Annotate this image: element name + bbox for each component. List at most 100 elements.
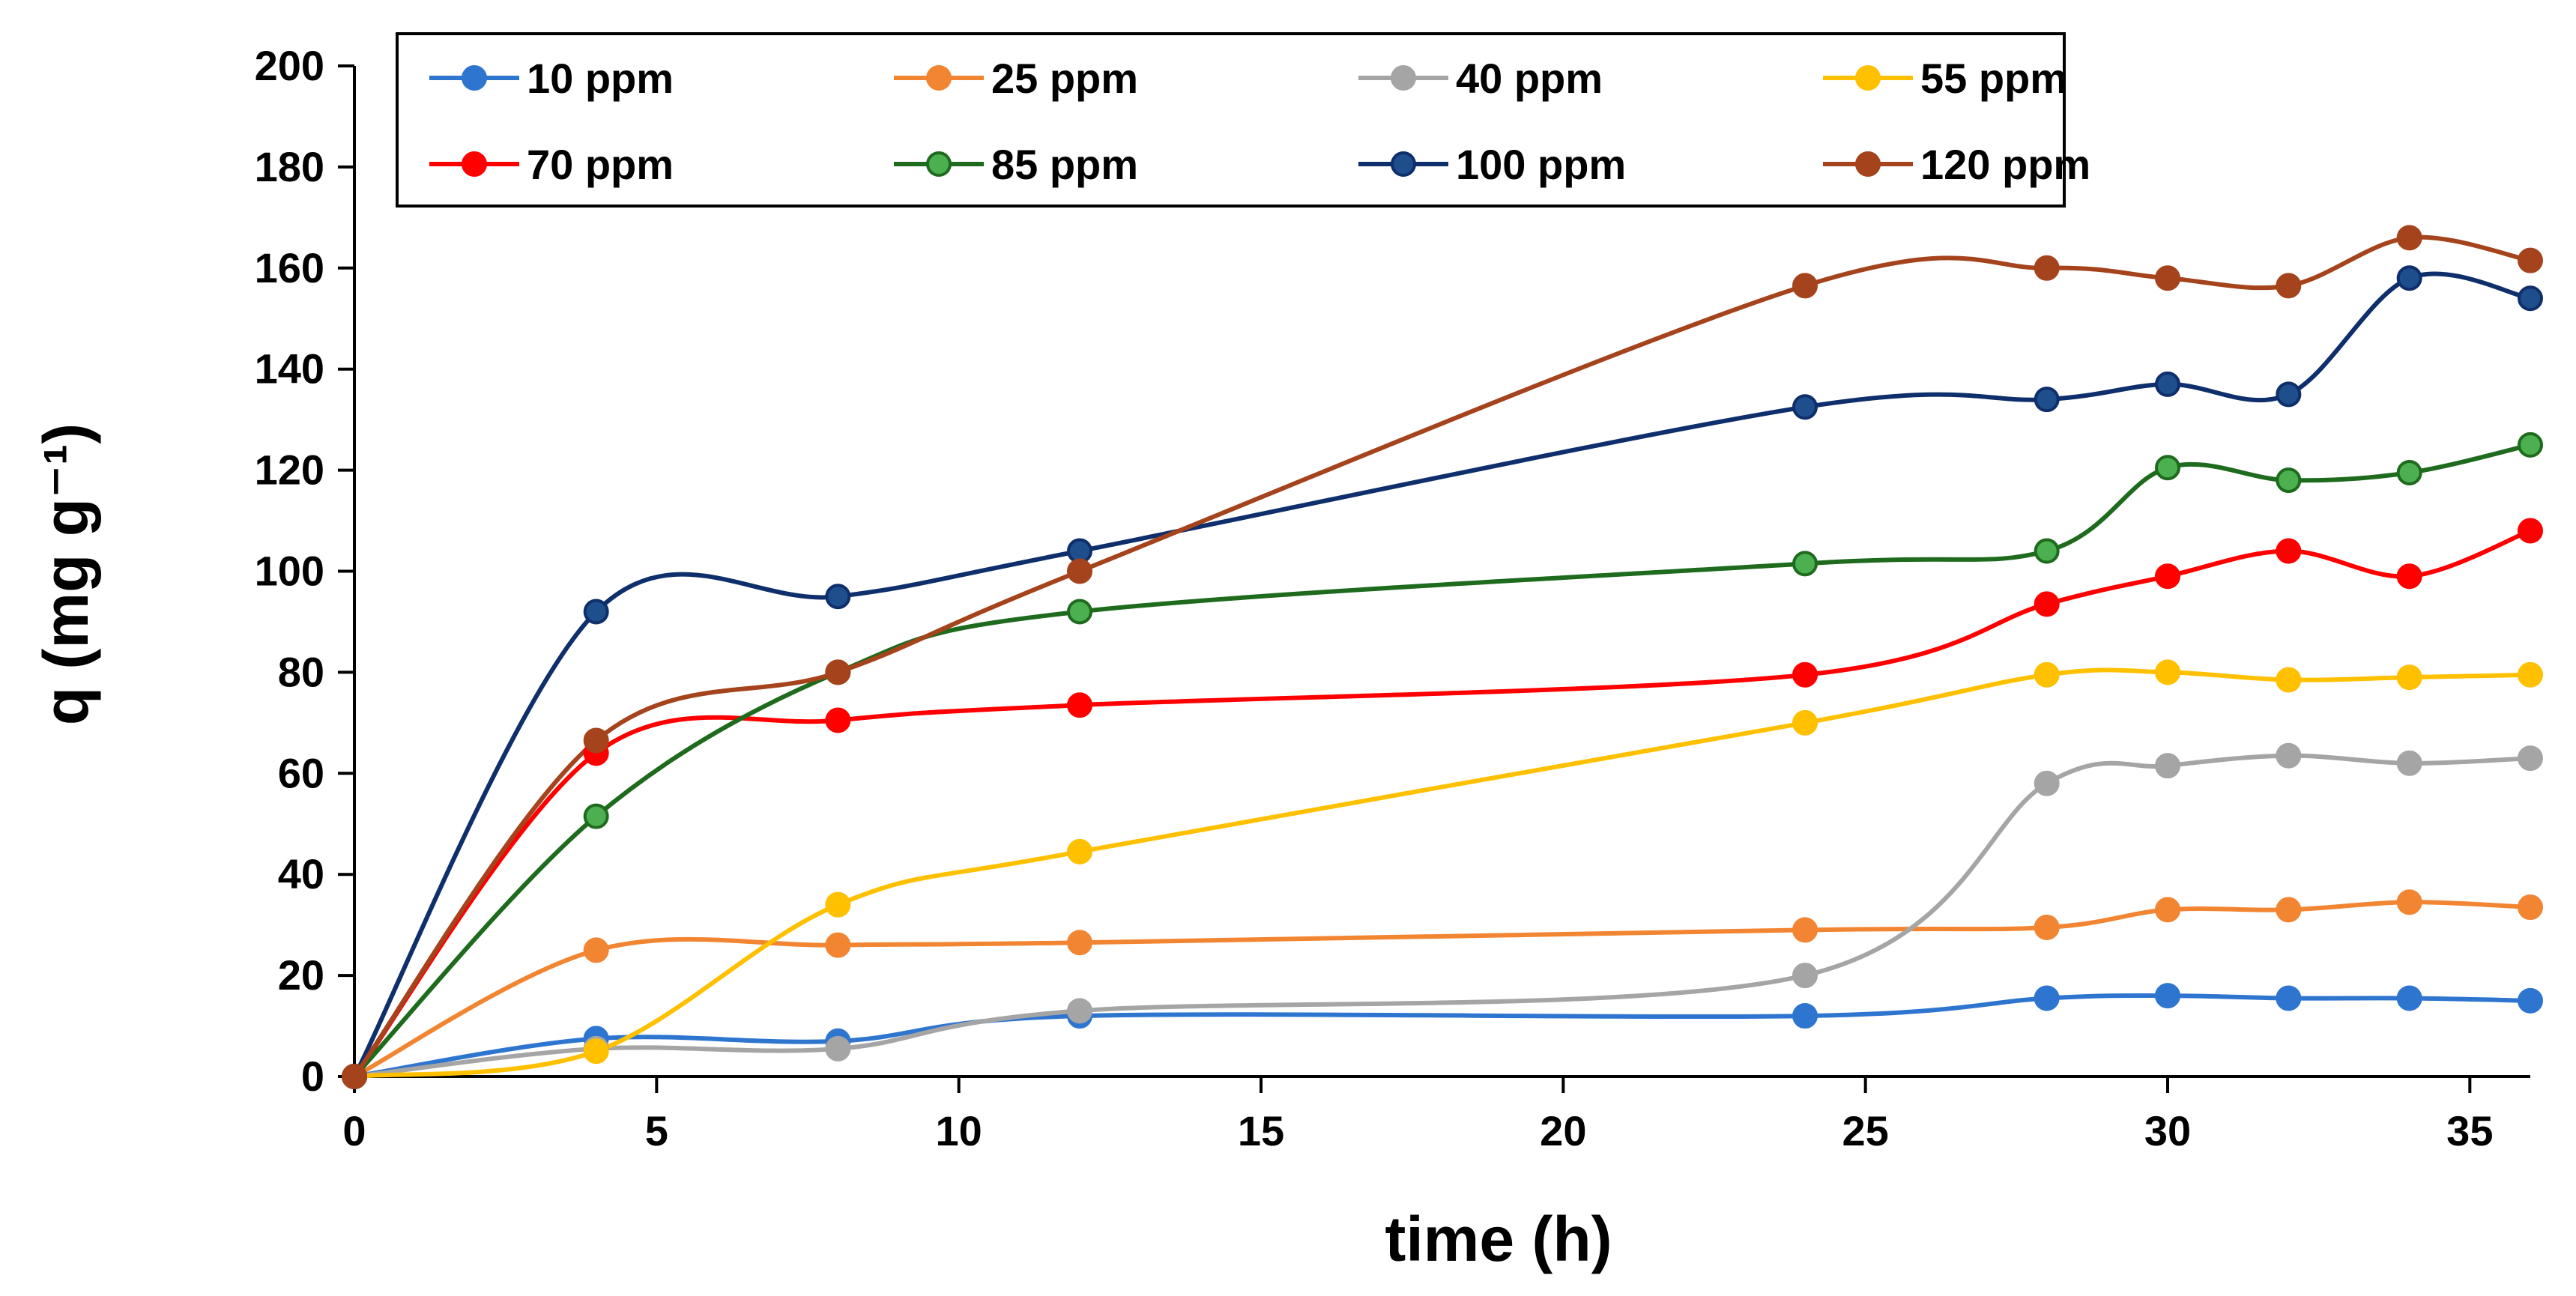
- data-point-55-ppm-8: [825, 891, 851, 918]
- series-lines: [352, 234, 2533, 1079]
- legend-item-25-ppm: 25 ppm: [894, 55, 1138, 102]
- x-tick-label: 10: [936, 1107, 982, 1154]
- data-point-40-ppm-8: [825, 1035, 851, 1062]
- legend-item-85-ppm: 85 ppm: [894, 141, 1138, 188]
- data-point-100-ppm-24: [1792, 394, 1818, 420]
- legend-item-70-ppm: 70 ppm: [429, 141, 674, 188]
- data-point-10-ppm-24: [1792, 1003, 1818, 1029]
- legend-label: 55 ppm: [1920, 55, 2067, 102]
- x-tick-label: 15: [1238, 1107, 1284, 1154]
- x-tick-label: 5: [645, 1107, 668, 1154]
- y-tick-label: 120: [255, 446, 324, 494]
- legend-item-100-ppm: 100 ppm: [1358, 141, 1626, 188]
- data-point-120-ppm-28: [2034, 255, 2060, 281]
- y-tick-label: 140: [255, 345, 324, 393]
- data-point-10-ppm-32: [2276, 985, 2302, 1011]
- data-point-70-ppm-24: [1792, 661, 1818, 688]
- legend-item-40-ppm: 40 ppm: [1358, 55, 1603, 102]
- legend-marker: [1855, 151, 1881, 177]
- data-point-120-ppm-32: [2276, 273, 2302, 299]
- legend-label: 25 ppm: [991, 55, 1138, 102]
- data-point-70-ppm-32: [2276, 538, 2302, 564]
- x-tick-label: 35: [2446, 1107, 2493, 1154]
- data-point-40-ppm-12: [1067, 998, 1092, 1024]
- data-point-100-ppm-28: [2034, 387, 2060, 413]
- data-point-25-ppm-28: [2034, 915, 2060, 941]
- data-point-120-ppm-24: [1792, 273, 1818, 299]
- data-point-55-ppm-24: [1792, 709, 1818, 736]
- data-point-40-ppm-30: [2155, 753, 2180, 779]
- legend-label: 85 ppm: [991, 141, 1138, 188]
- series-markers: [342, 225, 2543, 1089]
- legend-box: [396, 32, 2066, 208]
- legend-marker: [462, 151, 487, 177]
- tick-labels: 0 20 40 60 80 100 120 140 160 180 200 0 5 10 15 20 25 30 3…: [255, 42, 2494, 1154]
- data-point-120-ppm-8: [825, 659, 851, 685]
- data-point-120-ppm-34: [2396, 225, 2422, 251]
- data-point-25-ppm-34: [2396, 889, 2422, 915]
- data-point-55-ppm-32: [2276, 667, 2302, 693]
- data-point-100-ppm-34: [2396, 265, 2422, 291]
- data-point-40-ppm-28: [2034, 770, 2060, 796]
- data-point-25-ppm-36: [2518, 894, 2543, 921]
- data-point-100-ppm-30: [2155, 371, 2180, 397]
- legend-marker: [462, 65, 487, 91]
- legend-marker: [1855, 65, 1881, 91]
- data-point-85-ppm-28: [2034, 538, 2060, 564]
- data-point-25-ppm-24: [1792, 917, 1818, 943]
- data-point-70-ppm-8: [825, 707, 851, 733]
- x-tick-label: 20: [1540, 1107, 1586, 1154]
- data-point-40-ppm-34: [2396, 750, 2422, 776]
- y-tick-label: 160: [255, 244, 324, 291]
- legend-label: 120 ppm: [1920, 141, 2090, 188]
- legend-item-55-ppm: 55 ppm: [1823, 55, 2067, 102]
- y-tick-label: 0: [301, 1053, 324, 1100]
- data-point-25-ppm-32: [2276, 897, 2302, 923]
- data-point-10-ppm-34: [2396, 985, 2422, 1011]
- data-point-25-ppm-12: [1067, 930, 1092, 956]
- legend-label: 100 ppm: [1456, 141, 1626, 188]
- x-tick-label: 0: [342, 1107, 366, 1154]
- legend-marker: [926, 151, 952, 177]
- data-point-55-ppm-28: [2034, 661, 2060, 688]
- data-point-120-ppm-4: [583, 727, 609, 754]
- data-point-85-ppm-24: [1792, 551, 1818, 577]
- data-point-100-ppm-4: [583, 599, 609, 625]
- y-tick-label: 180: [255, 143, 324, 190]
- data-point-25-ppm-4: [583, 937, 609, 963]
- data-point-70-ppm-36: [2518, 518, 2543, 544]
- data-point-100-ppm-8: [825, 584, 851, 610]
- data-point-10-ppm-30: [2155, 983, 2180, 1009]
- axes: [338, 64, 2530, 1093]
- legend-label: 10 ppm: [527, 55, 674, 102]
- data-point-55-ppm-36: [2518, 661, 2543, 688]
- series-line-120-ppm: [352, 234, 2533, 1079]
- data-point-85-ppm-30: [2155, 455, 2180, 481]
- legend-label: 40 ppm: [1456, 55, 1603, 102]
- data-point-120-ppm-36: [2518, 247, 2543, 273]
- data-point-25-ppm-30: [2155, 897, 2180, 923]
- legend: 10 ppm 25 ppm 40 ppm 55 ppm 70 ppm 85 ppm 100 …: [396, 32, 2090, 208]
- data-point-120-ppm-0: [342, 1064, 367, 1089]
- data-point-85-ppm-4: [583, 803, 609, 829]
- data-point-100-ppm-36: [2518, 285, 2543, 312]
- legend-marker: [1391, 151, 1416, 177]
- data-point-85-ppm-12: [1067, 599, 1092, 625]
- data-point-100-ppm-32: [2276, 381, 2302, 408]
- x-tick-label: 25: [1842, 1107, 1889, 1154]
- data-point-85-ppm-32: [2276, 467, 2302, 494]
- data-point-55-ppm-12: [1067, 838, 1092, 864]
- data-point-55-ppm-30: [2155, 659, 2180, 685]
- data-point-10-ppm-28: [2034, 985, 2060, 1011]
- data-point-55-ppm-34: [2396, 664, 2422, 691]
- data-point-40-ppm-24: [1792, 963, 1818, 989]
- legend-item-10-ppm: 10 ppm: [429, 55, 674, 102]
- data-point-70-ppm-30: [2155, 563, 2180, 590]
- data-point-70-ppm-34: [2396, 563, 2422, 590]
- legend-marker: [926, 65, 952, 91]
- y-axis-title: q (mg g⁻¹): [31, 423, 101, 726]
- y-tick-label: 100: [255, 548, 324, 595]
- x-tick-label: 30: [2144, 1107, 2191, 1154]
- data-point-70-ppm-12: [1067, 692, 1092, 718]
- y-tick-label: 20: [278, 951, 324, 999]
